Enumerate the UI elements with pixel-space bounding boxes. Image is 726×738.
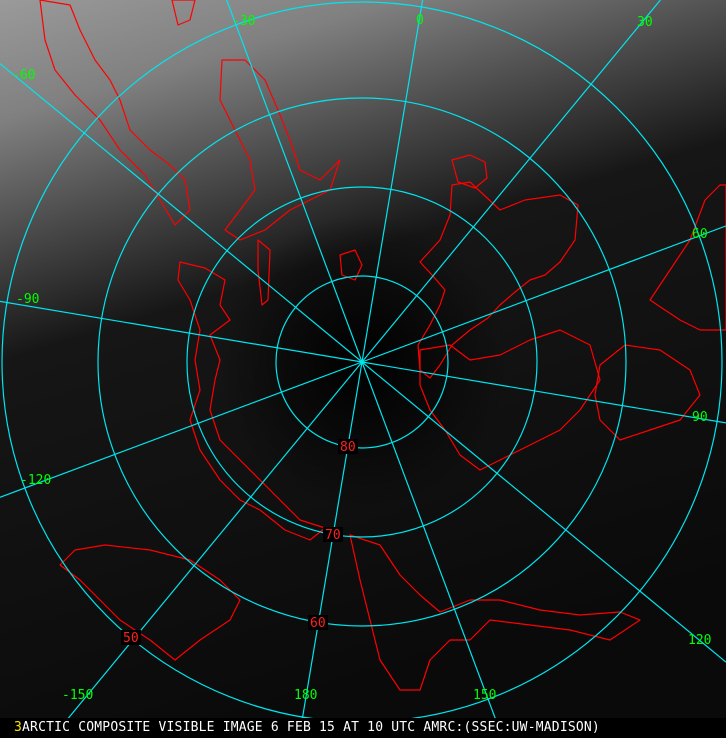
siberia-coast — [177, 261, 326, 541]
longitude-label: 60 — [692, 227, 708, 242]
iceland-coast — [451, 154, 488, 189]
latitude-label-bg — [121, 630, 141, 645]
longitude-label: -90 — [16, 292, 39, 307]
labrador-coast — [649, 184, 726, 331]
image-caption: 3ARCTIC COMPOSITE VISIBLE IMAGE 6 FEB 15… — [0, 718, 726, 738]
longitude-label: 90 — [692, 410, 708, 425]
canadian-archipelago-coast — [419, 329, 601, 471]
frame-number: 3 — [14, 720, 23, 735]
meridian--150 — [51, 361, 363, 738]
latitude-circle-80 — [275, 275, 449, 449]
longitude-label: -150 — [62, 688, 93, 703]
latitude-label: 50 — [123, 631, 139, 646]
meridian-60 — [361, 225, 726, 363]
hudson-bay-coast — [594, 344, 701, 441]
greenland-coast — [417, 181, 579, 379]
longitude-label: -30 — [232, 14, 255, 29]
latitude-label-bg — [323, 527, 343, 542]
longitude-label: 150 — [473, 688, 496, 703]
kamchatka-coast — [59, 544, 241, 661]
longitude-label: -60 — [12, 68, 35, 83]
meridian-0 — [361, 0, 424, 363]
meridian-150 — [361, 361, 504, 738]
latitude-label-bg — [338, 439, 358, 454]
caption-text: ARCTIC COMPOSITE VISIBLE IMAGE 6 FEB 15 … — [22, 720, 600, 735]
meridian--120 — [0, 361, 363, 498]
longitude-label: 30 — [637, 15, 653, 30]
meridian-120 — [361, 361, 726, 663]
meridian--180 — [298, 361, 363, 738]
novaya-zemlya-coast — [257, 239, 271, 306]
latitude-label: 70 — [325, 528, 341, 543]
meridian--30 — [226, 0, 363, 363]
meridian--60 — [0, 63, 363, 363]
latitude-label-bg — [308, 615, 328, 630]
coastlines — [39, 0, 726, 691]
latitude-label: 60 — [310, 616, 326, 631]
latitude-label: 80 — [340, 440, 356, 455]
longitude-label: -120 — [20, 473, 51, 488]
svalbard-coast — [339, 249, 363, 281]
uk-coast — [171, 0, 196, 26]
alaska-coast — [349, 534, 641, 691]
graticule-labels: -30 0 30 60 90 120 150 180 -150 -120 -90 -60 80 70 60 5… — [12, 13, 711, 703]
meridian-30 — [361, 0, 661, 363]
longitude-label: 0 — [416, 13, 424, 28]
meridian--90 — [0, 300, 363, 363]
latitude-circle-60 — [97, 97, 627, 627]
longitude-label: 120 — [688, 633, 711, 648]
latitude-circle-70 — [186, 186, 538, 538]
scandinavia-coast — [219, 59, 341, 241]
longitude-label: 180 — [294, 688, 317, 703]
meridian-90 — [361, 361, 726, 424]
europe-coast — [39, 0, 191, 226]
